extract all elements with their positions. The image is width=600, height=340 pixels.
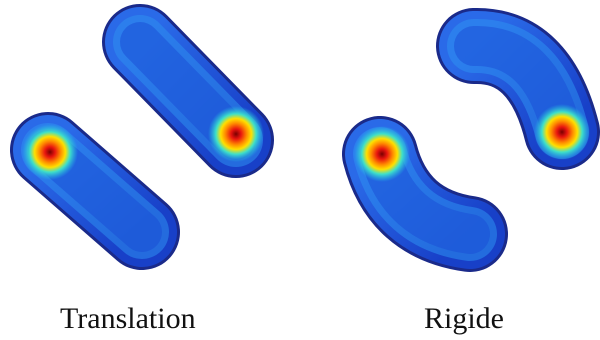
translation-lower-capsule bbox=[10, 112, 180, 270]
translation-upper-hotspot bbox=[208, 106, 264, 162]
rigide-upper-hotspot bbox=[534, 104, 590, 160]
translation-upper-capsule bbox=[102, 4, 274, 178]
translation-caption: Translation bbox=[60, 302, 196, 335]
rigide-caption: Rigide bbox=[424, 302, 504, 335]
translation-panel bbox=[10, 4, 274, 270]
rigide-lower-capsule bbox=[342, 116, 508, 272]
translation-lower-hotspot bbox=[22, 124, 78, 180]
rigide-lower-hotspot bbox=[354, 126, 410, 182]
rigide-panel bbox=[342, 8, 600, 272]
rigide-upper-capsule bbox=[436, 8, 600, 170]
